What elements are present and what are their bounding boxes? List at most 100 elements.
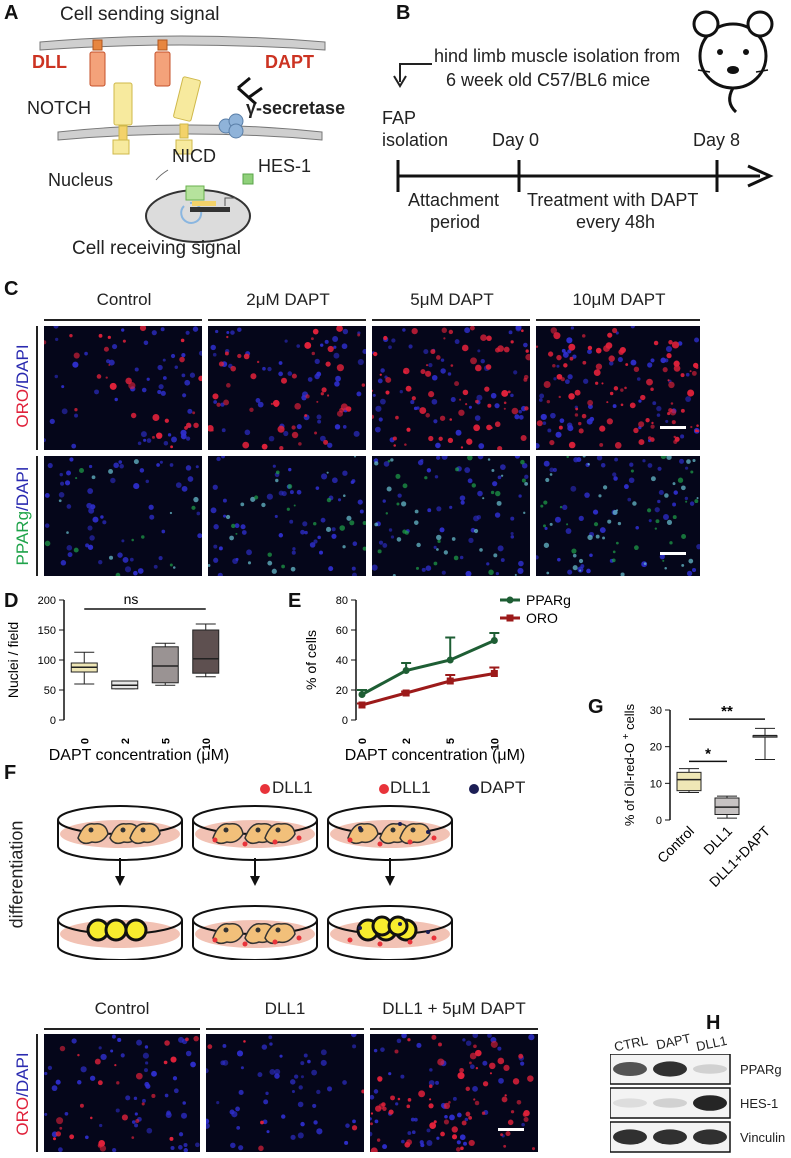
dapi-nucleus bbox=[304, 530, 308, 535]
pparg-nucleus bbox=[615, 541, 619, 545]
chart-d-nuclei-per-field: 0 50 100 150 200 Nuclei / field 0 2 5 10 ns DAPT co… bbox=[5, 591, 229, 764]
micrograph-pparg-2um bbox=[208, 456, 366, 576]
western-blot bbox=[610, 1054, 731, 1153]
dapi-nucleus bbox=[118, 460, 123, 464]
adipocyte bbox=[124, 918, 148, 942]
oro-droplet bbox=[511, 407, 519, 415]
cell-nucleus bbox=[390, 827, 396, 833]
dapi-nucleus bbox=[452, 1096, 457, 1101]
oro-droplet bbox=[500, 1133, 504, 1137]
dapi-nucleus bbox=[163, 441, 169, 446]
dapi-nucleus bbox=[476, 394, 483, 401]
oro-droplet bbox=[459, 1067, 464, 1073]
dapi-nucleus bbox=[320, 435, 326, 442]
dapi-nucleus bbox=[148, 504, 154, 510]
dapi-nucleus bbox=[423, 349, 429, 355]
y-tick-label: 20 bbox=[650, 742, 662, 754]
dapi-nucleus bbox=[477, 490, 483, 497]
oro-droplet bbox=[226, 383, 231, 388]
dapi-nucleus bbox=[274, 1073, 280, 1079]
dapi-nucleus bbox=[44, 438, 46, 443]
dapi-nucleus bbox=[180, 429, 187, 436]
dapi-nucleus bbox=[257, 401, 264, 408]
oro-droplet bbox=[461, 1120, 467, 1126]
dll1-legend-dot bbox=[260, 784, 270, 794]
dapi-nucleus bbox=[317, 419, 322, 424]
pparg-nucleus bbox=[549, 473, 553, 476]
scale-bar bbox=[660, 552, 686, 555]
dapi-nucleus bbox=[450, 397, 456, 403]
cell-nucleus bbox=[140, 827, 146, 833]
dapi-nucleus bbox=[427, 508, 432, 513]
pparg-nucleus bbox=[436, 548, 439, 551]
oro-droplet bbox=[662, 367, 668, 373]
pparg-nucleus bbox=[451, 537, 456, 541]
dll1-particle bbox=[242, 941, 248, 947]
dapi-nucleus bbox=[388, 345, 392, 350]
dapi-nucleus bbox=[181, 485, 188, 492]
dapi-nucleus bbox=[672, 502, 677, 507]
oro-droplet bbox=[237, 353, 242, 359]
dapi-nucleus bbox=[638, 399, 642, 403]
micrograph-image bbox=[370, 1034, 536, 1152]
dapi-nucleus bbox=[133, 483, 140, 490]
pparg-nucleus bbox=[572, 553, 577, 558]
dapi-nucleus bbox=[567, 569, 573, 575]
dapi-nucleus bbox=[234, 523, 240, 529]
micrograph-image bbox=[536, 326, 700, 449]
oro-droplet bbox=[606, 418, 613, 425]
x-tick-label: DLL1 bbox=[700, 823, 735, 858]
dapi-nucleus bbox=[44, 1071, 48, 1076]
dapi-nucleus bbox=[370, 1117, 372, 1121]
cell-nucleus bbox=[223, 927, 229, 933]
dapi-nucleus bbox=[296, 424, 302, 430]
dapi-nucleus bbox=[518, 414, 524, 420]
dapi-nucleus bbox=[482, 1060, 488, 1066]
adipocyte bbox=[387, 915, 409, 937]
dll1-particle bbox=[431, 935, 437, 941]
progenitor-cell bbox=[347, 822, 379, 845]
box-Control bbox=[676, 771, 702, 792]
oro-droplet bbox=[595, 381, 599, 385]
oro-droplet bbox=[425, 364, 429, 367]
dapi-nucleus bbox=[274, 1068, 281, 1075]
dapi-nucleus bbox=[636, 377, 641, 381]
dapi-nucleus bbox=[139, 468, 145, 473]
pparg-nucleus bbox=[172, 566, 176, 569]
oro-droplet bbox=[447, 437, 454, 444]
row-label-oro: ORO bbox=[13, 1096, 32, 1136]
dapi-nucleus bbox=[425, 565, 432, 571]
row-label-dapi: /DAPI bbox=[13, 344, 32, 389]
dapi-nucleus bbox=[464, 327, 471, 334]
oro-droplet bbox=[536, 420, 543, 427]
dapi-nucleus bbox=[656, 405, 662, 412]
oro-droplet bbox=[323, 439, 329, 445]
dapi-nucleus bbox=[262, 1119, 268, 1125]
dapi-nucleus bbox=[240, 1066, 244, 1070]
dapi-nucleus bbox=[656, 413, 661, 417]
dapi-nucleus bbox=[157, 390, 162, 395]
dapi-nucleus bbox=[524, 474, 529, 479]
dapi-nucleus bbox=[429, 1068, 433, 1072]
dapi-nucleus bbox=[454, 339, 460, 345]
dapi-nucleus bbox=[467, 478, 473, 484]
dapi-nucleus bbox=[222, 1059, 229, 1066]
oro-droplet bbox=[418, 1090, 426, 1098]
x-axis-label: DAPT concentration (μM) bbox=[345, 747, 526, 764]
dapi-nucleus bbox=[278, 371, 283, 377]
micrograph-image bbox=[206, 1034, 364, 1152]
dapt-particle bbox=[426, 930, 430, 934]
dapi-nucleus bbox=[439, 527, 445, 533]
oro-droplet bbox=[428, 1103, 434, 1109]
oro-droplet bbox=[242, 441, 250, 449]
pparg-nucleus bbox=[415, 566, 420, 570]
dapi-nucleus bbox=[378, 417, 383, 422]
oro-droplet bbox=[406, 427, 411, 432]
pparg-nucleus bbox=[414, 509, 419, 514]
dapi-nucleus bbox=[269, 1042, 273, 1046]
oro-droplet bbox=[680, 408, 685, 413]
oro-droplet bbox=[525, 349, 529, 353]
dapi-nucleus bbox=[332, 336, 339, 342]
pparg-nucleus bbox=[396, 502, 400, 506]
dapi-nucleus bbox=[61, 408, 68, 415]
